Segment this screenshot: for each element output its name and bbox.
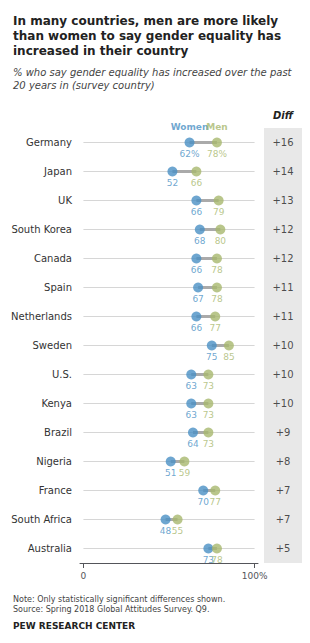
svg-text:63: 63 xyxy=(186,381,197,391)
svg-text:64: 64 xyxy=(187,439,199,449)
svg-text:+12: +12 xyxy=(272,224,293,235)
svg-text:Note: Only statistically signi: Note: Only statistically significant dif… xyxy=(13,595,225,604)
svg-text:78: 78 xyxy=(211,265,223,275)
svg-text:+8: +8 xyxy=(276,456,291,467)
svg-text:U.S.: U.S. xyxy=(52,369,72,380)
svg-text:+5: +5 xyxy=(276,543,291,554)
svg-text:Nigeria: Nigeria xyxy=(36,456,72,467)
svg-text:66: 66 xyxy=(191,207,203,217)
svg-text:51: 51 xyxy=(165,468,176,478)
svg-text:73: 73 xyxy=(203,381,214,391)
svg-text:+14: +14 xyxy=(272,166,293,177)
svg-text:Women: Women xyxy=(171,122,209,132)
svg-text:+11: +11 xyxy=(272,311,293,322)
svg-text:73: 73 xyxy=(203,439,214,449)
svg-text:Men: Men xyxy=(206,122,227,132)
svg-text:59: 59 xyxy=(179,468,191,478)
svg-text:UK: UK xyxy=(58,195,72,206)
svg-text:66: 66 xyxy=(191,323,203,333)
svg-text:+9: +9 xyxy=(276,427,291,438)
svg-text:Sweden: Sweden xyxy=(32,340,72,351)
svg-text:+7: +7 xyxy=(276,485,291,496)
svg-text:63: 63 xyxy=(186,410,197,420)
svg-text:+10: +10 xyxy=(272,369,293,380)
svg-text:Source: Spring 2018 Global Att: Source: Spring 2018 Global Attitudes Sur… xyxy=(13,605,210,614)
svg-text:than women to say gender equal: than women to say gender equality has xyxy=(13,29,281,43)
svg-text:0: 0 xyxy=(81,571,87,581)
svg-text:+16: +16 xyxy=(272,137,293,148)
svg-text:Australia: Australia xyxy=(28,543,72,554)
svg-text:Canada: Canada xyxy=(34,253,72,264)
svg-text:+12: +12 xyxy=(272,253,293,264)
svg-text:increased in their country: increased in their country xyxy=(13,44,189,58)
svg-text:South Africa: South Africa xyxy=(11,514,72,525)
svg-text:78%: 78% xyxy=(207,149,227,159)
svg-text:79: 79 xyxy=(213,207,225,217)
svg-text:67: 67 xyxy=(192,294,203,304)
svg-text:Germany: Germany xyxy=(26,137,72,148)
svg-text:Kenya: Kenya xyxy=(41,398,72,409)
svg-text:73: 73 xyxy=(202,555,215,565)
svg-text:100%: 100% xyxy=(242,571,268,581)
svg-text:Japan: Japan xyxy=(43,166,72,177)
svg-text:Diff: Diff xyxy=(273,110,295,121)
svg-text:78: 78 xyxy=(211,555,223,565)
svg-text:66: 66 xyxy=(191,265,203,275)
svg-text:75: 75 xyxy=(206,352,217,362)
svg-text:20 years in (survey country): 20 years in (survey country) xyxy=(13,80,155,91)
svg-text:85: 85 xyxy=(223,352,234,362)
svg-text:+11: +11 xyxy=(272,282,293,293)
svg-text:52: 52 xyxy=(167,178,178,188)
svg-text:66: 66 xyxy=(191,178,203,188)
svg-text:+10: +10 xyxy=(272,340,293,351)
svg-text:70: 70 xyxy=(198,497,210,507)
svg-text:62%: 62% xyxy=(180,149,200,159)
svg-text:78: 78 xyxy=(211,294,223,304)
svg-text:55: 55 xyxy=(172,526,183,536)
svg-text:+7: +7 xyxy=(276,514,291,525)
svg-text:80: 80 xyxy=(215,236,227,246)
svg-text:77: 77 xyxy=(209,497,220,507)
svg-text:In many countries, men are mor: In many countries, men are more likely xyxy=(13,14,278,28)
svg-text:+10: +10 xyxy=(272,398,293,409)
svg-text:South Korea: South Korea xyxy=(11,224,72,235)
svg-text:73: 73 xyxy=(203,410,214,420)
svg-text:% who say gender equality has: % who say gender equality has increased … xyxy=(13,67,293,78)
svg-text:PEW RESEARCH CENTER: PEW RESEARCH CENTER xyxy=(13,621,135,631)
svg-text:77: 77 xyxy=(209,323,220,333)
svg-text:48: 48 xyxy=(160,526,172,536)
svg-text:Brazil: Brazil xyxy=(44,427,72,438)
svg-text:68: 68 xyxy=(194,236,206,246)
svg-text:Spain: Spain xyxy=(44,282,72,293)
svg-text:+13: +13 xyxy=(272,195,293,206)
svg-text:France: France xyxy=(39,485,72,496)
svg-text:Netherlands: Netherlands xyxy=(11,311,72,322)
